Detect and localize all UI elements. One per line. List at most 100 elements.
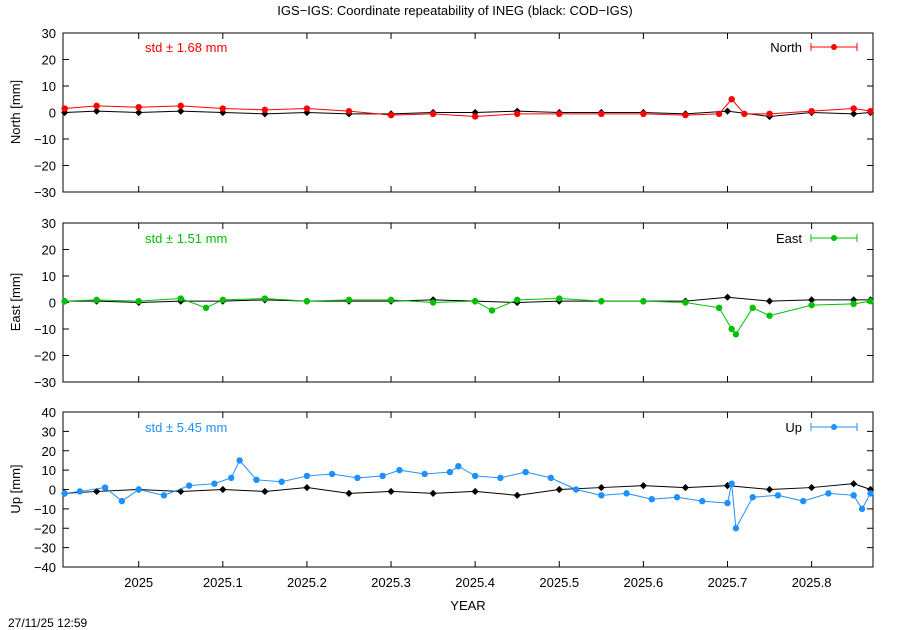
north-reference-point [723, 107, 732, 115]
up-data-point [354, 474, 361, 482]
up-ytick-label: −20 [34, 521, 56, 536]
up-panel: Up [mm] std ± 5.45 mm Up −40 −30 −20 −10 0 10… [8, 405, 875, 590]
up-data-point [858, 505, 866, 513]
up-reference-point [807, 483, 816, 492]
up-data-point [732, 525, 740, 532]
east-data-point [715, 304, 723, 311]
north-data-point [598, 110, 605, 118]
up-data-point [648, 495, 655, 503]
north-data-point [345, 107, 353, 115]
north-data-point [387, 111, 395, 119]
north-data-point [867, 107, 874, 115]
east-reference-point [765, 297, 774, 305]
north-ytick-label: −10 [34, 132, 56, 147]
north-data-point [682, 111, 689, 119]
up-data-point [522, 468, 529, 476]
x-tick-label: 2025.8 [792, 575, 832, 590]
up-reference-point [555, 485, 563, 494]
x-tick-label: 2025.4 [455, 575, 495, 590]
up-data-point [724, 499, 731, 507]
up-data-point [185, 482, 193, 489]
north-panel: North [mm] std ± 1.68 mm North −30 −20 −10… [8, 26, 875, 200]
up-data-point [825, 490, 832, 497]
north-data-point [741, 110, 748, 118]
up-data-point [253, 476, 260, 484]
north-reference-point [850, 110, 858, 118]
up-reference-point [261, 487, 269, 496]
north-ytick-label: −30 [34, 185, 56, 200]
east-data-point [471, 297, 479, 305]
x-tick-label: 2025.7 [708, 575, 748, 590]
up-reference-line [64, 483, 871, 496]
east-data-point [514, 296, 521, 304]
up-data-point [497, 474, 504, 482]
x-tick-label: 2025 [124, 575, 153, 590]
east-data-point [429, 299, 437, 306]
up-ytick-label: 0 [49, 483, 56, 498]
east-data-point [387, 296, 395, 304]
east-data-point [177, 295, 184, 302]
x-tick-label: 2025.1 [203, 575, 243, 590]
east-data-point [345, 296, 353, 304]
up-data-point [228, 474, 235, 482]
up-data-point [160, 492, 168, 499]
east-data-point [219, 296, 227, 304]
north-reference-point [93, 107, 101, 115]
east-data-point [598, 297, 605, 305]
north-ytick-label: −20 [34, 159, 56, 174]
up-data-point [118, 497, 126, 505]
north-legend-sample [810, 43, 858, 51]
east-reference-point [850, 296, 858, 304]
north-data-point [471, 113, 479, 120]
north-data-point [556, 110, 563, 118]
up-reference-point [513, 491, 521, 499]
up-reference-point [850, 480, 858, 488]
up-reference-point [723, 482, 732, 490]
figure-title: IGS−IGS: Coordinate repeatability of INE… [277, 3, 632, 18]
north-ytick-label: 10 [42, 79, 56, 94]
north-legend-label: North [770, 40, 802, 55]
east-ytick-label: 30 [42, 216, 56, 231]
x-tick-label: 2025.2 [287, 575, 327, 590]
east-panel: East [mm] std ± 1.51 mm East −30 −20 −10 0 1… [8, 216, 875, 390]
east-data-point [850, 300, 857, 308]
north-ytick-label: 30 [42, 26, 56, 41]
up-ytick-label: −30 [34, 541, 56, 556]
north-std-label: std ± 1.68 mm [145, 40, 227, 55]
east-ytick-label: −30 [34, 375, 56, 390]
north-reference-point [135, 108, 143, 117]
up-data-point [728, 480, 735, 487]
up-ytick-label: 10 [42, 463, 56, 478]
up-reference-point [303, 483, 311, 492]
up-ytick-label: 20 [42, 444, 56, 459]
up-data-point [471, 472, 479, 480]
east-std-label: std ± 1.51 mm [145, 231, 227, 246]
up-data-point [699, 497, 706, 505]
east-data-point [728, 325, 735, 333]
east-legend-sample [810, 234, 858, 242]
up-data-point [236, 457, 243, 464]
up-reference-point [345, 489, 353, 497]
up-data-point [446, 468, 454, 476]
east-legend-label: East [776, 231, 802, 246]
east-reference-point [807, 296, 816, 304]
north-data-point [135, 104, 142, 111]
east-data-point [261, 295, 269, 302]
east-data-point [682, 299, 689, 306]
up-data-point [379, 472, 386, 480]
up-reference-point [219, 485, 227, 494]
x-tick-label: 2025.5 [539, 575, 579, 590]
up-reference-point [471, 487, 479, 496]
up-data-point [101, 484, 109, 491]
north-data-point [766, 110, 773, 118]
x-tick-label: 2025.3 [371, 575, 411, 590]
north-data-point [715, 110, 723, 118]
east-data-point [93, 296, 100, 304]
north-data-point [808, 107, 815, 115]
east-plot-frame [62, 222, 874, 383]
up-data-point [850, 492, 857, 499]
up-reference-point [93, 487, 101, 496]
up-data-point [278, 478, 285, 485]
up-data-point [673, 494, 681, 501]
